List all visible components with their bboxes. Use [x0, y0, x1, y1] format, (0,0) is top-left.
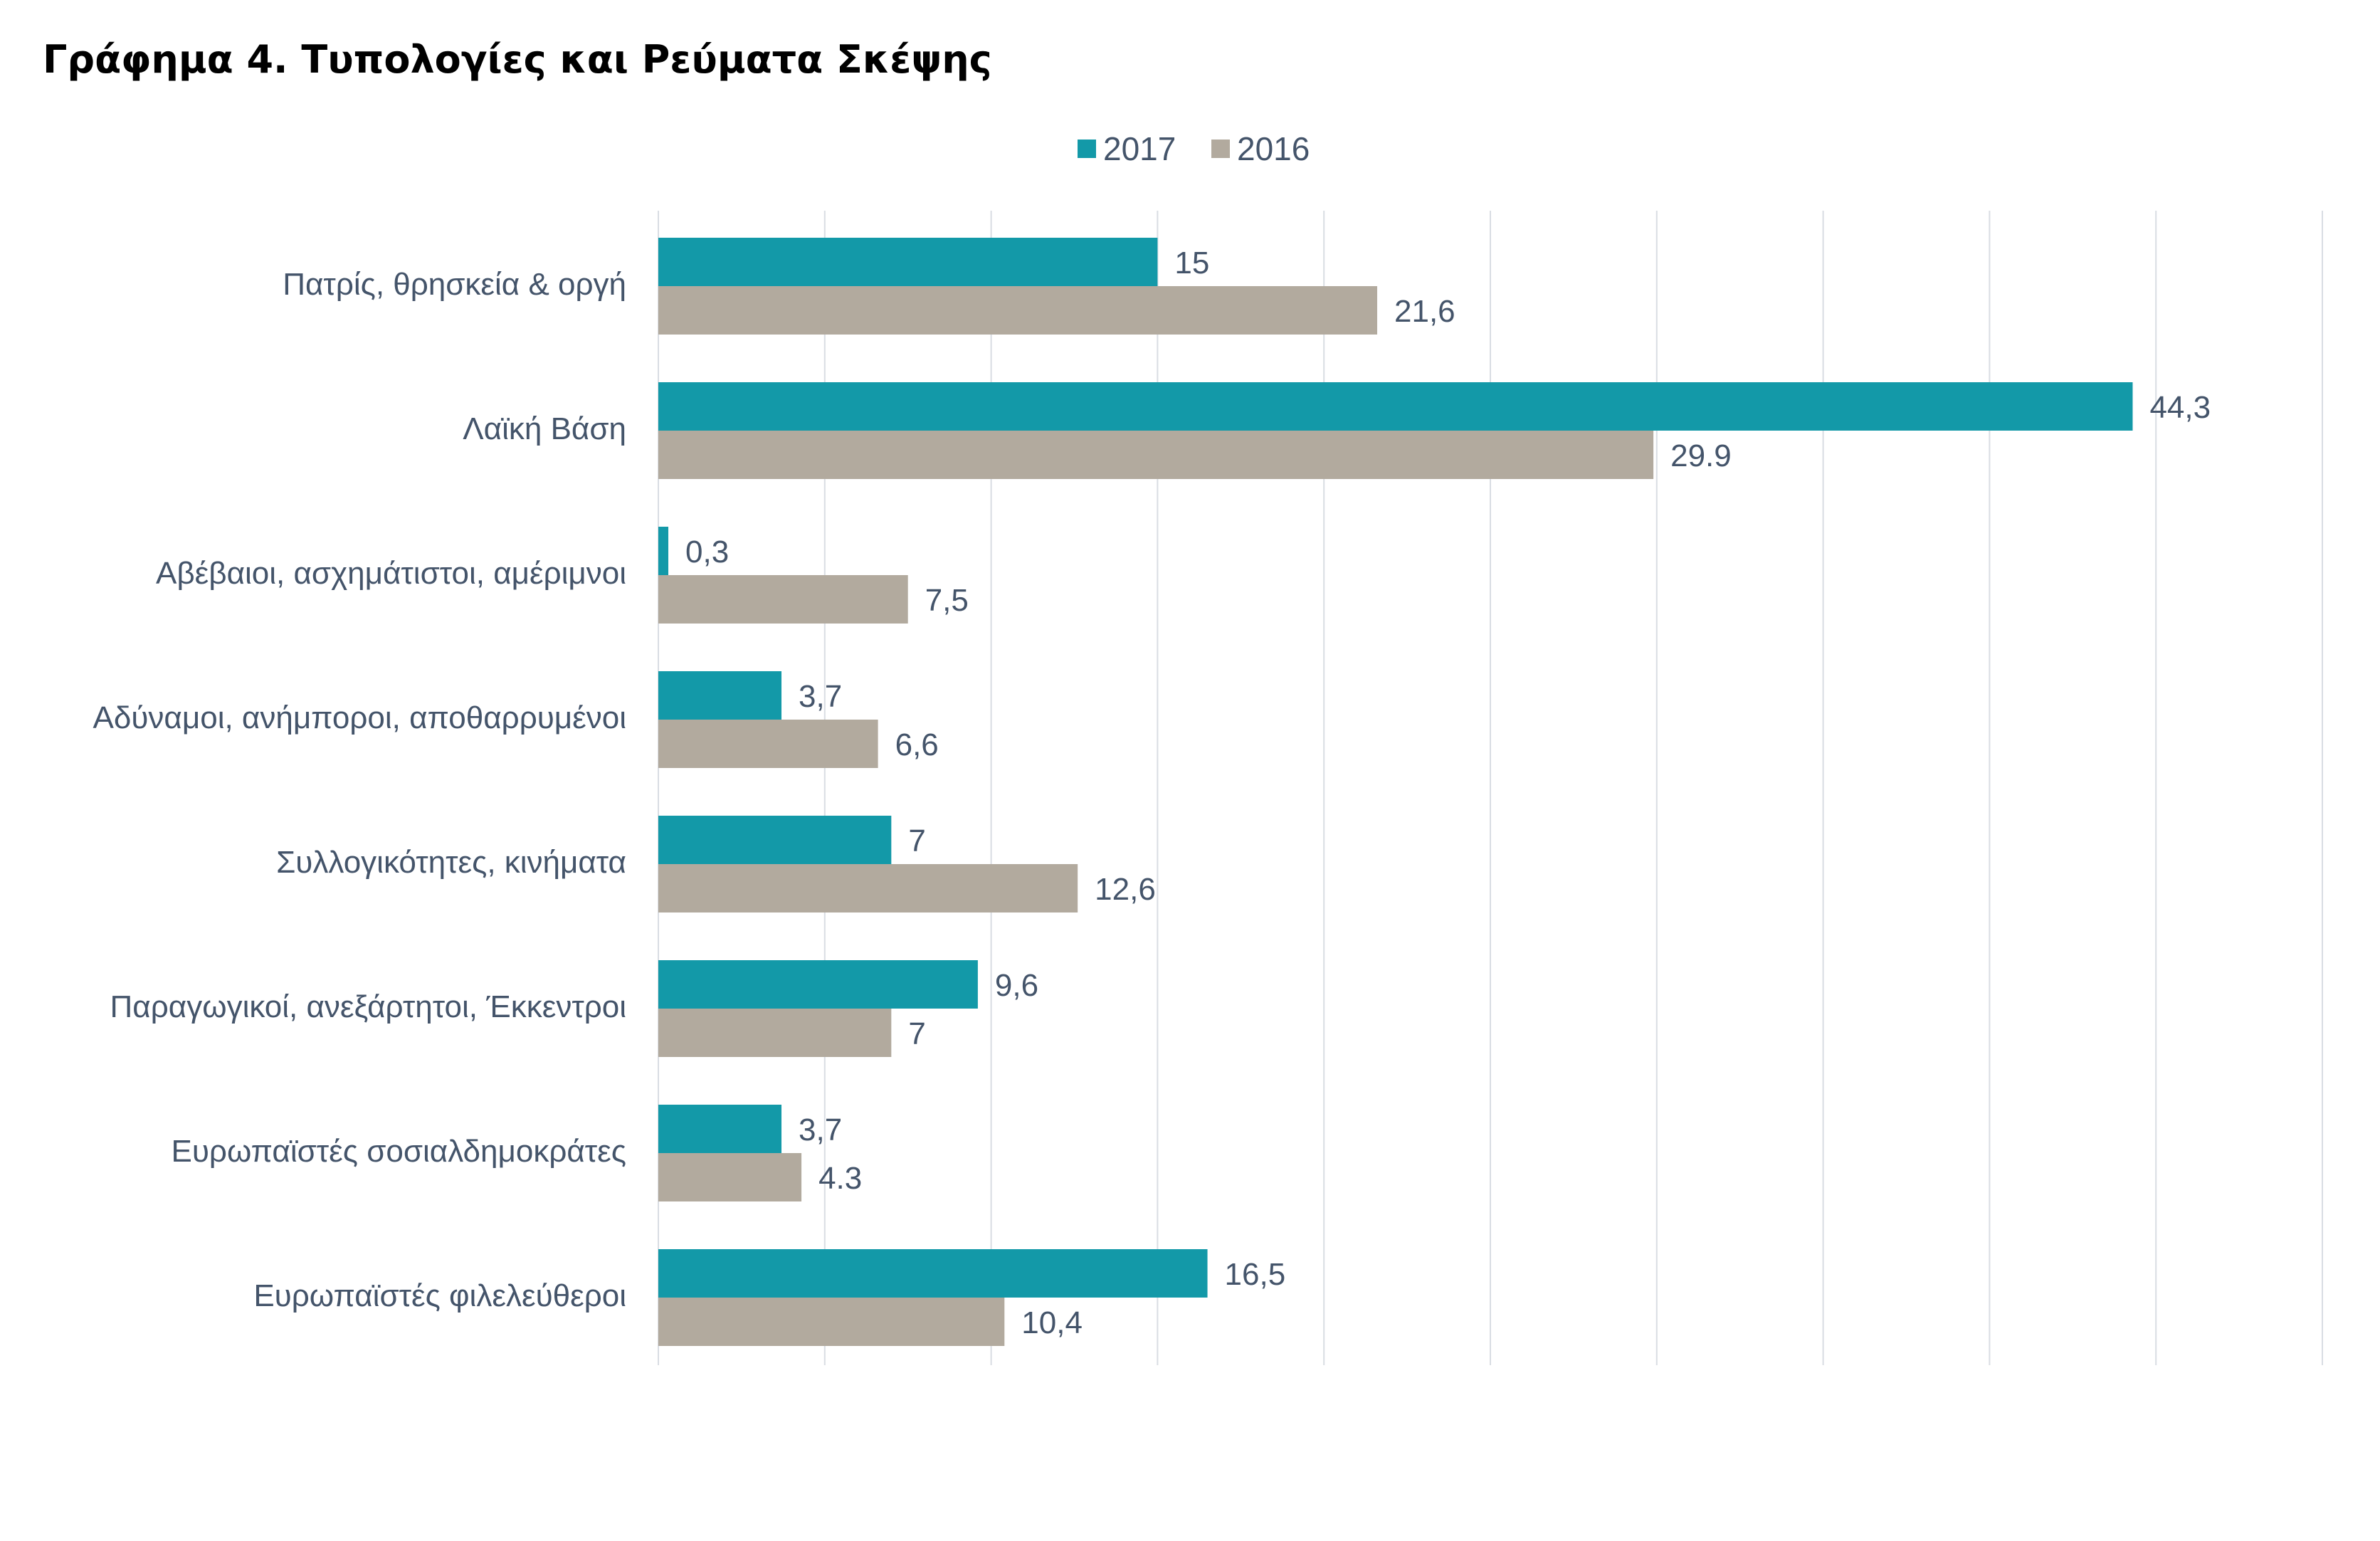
category-labels: Πατρίς, θρησκεία & οργή Λαϊκή Βάση Αβέβαιο…	[93, 267, 626, 1313]
category-label: Πατρίς, θρησκεία & οργή	[283, 267, 626, 302]
category-label: Ευρωπαϊστές σοσιαλδημοκράτες	[172, 1134, 626, 1169]
data-label: 7	[908, 1016, 925, 1051]
bar-2017	[658, 1249, 1208, 1298]
category-label: Αβέβαιοι, ασχημάτιστοι, αμέριμνοι	[156, 556, 626, 591]
data-label: 7	[908, 824, 925, 858]
bar-2017	[658, 1105, 782, 1153]
value-labels: 15 21,6 44,3 29.9 0,3 7,5 3,7 6,6 7 12,6 9,6 7 3,7 4.…	[685, 246, 2211, 1340]
bar-2016	[658, 575, 908, 624]
bar-2017	[658, 527, 669, 575]
bar-2016	[658, 286, 1378, 335]
category-label: Αδύναμοι, ανήμποροι, αποθαρρυμένοι	[93, 700, 626, 735]
chart-title: Γράφημα 4. Τυπολογίες και Ρεύματα Σκέψης	[43, 37, 992, 82]
bar-2017	[658, 671, 782, 720]
legend-label: 2016	[1237, 130, 1310, 167]
data-label: 7,5	[925, 583, 969, 618]
data-label: 6,6	[895, 727, 939, 762]
data-label: 21,6	[1394, 294, 1455, 329]
bar-2016	[658, 864, 1078, 912]
data-label: 12,6	[1095, 872, 1156, 907]
bars	[658, 238, 2133, 1346]
data-label: 29.9	[1670, 438, 1732, 473]
data-label: 16,5	[1225, 1257, 1286, 1292]
data-label: 3,7	[799, 1113, 842, 1147]
bar-2017	[658, 960, 978, 1009]
bar-2016	[658, 1153, 802, 1201]
data-label: 9,6	[995, 968, 1038, 1003]
category-label: Λαϊκή Βάση	[463, 411, 626, 446]
data-label: 4.3	[818, 1161, 862, 1196]
legend-swatch-2016	[1211, 140, 1230, 158]
legend-label: 2017	[1103, 130, 1176, 167]
bar-2016	[658, 720, 878, 768]
category-label: Συλλογικότητες, κινήματα	[276, 845, 626, 880]
bar-2017	[658, 238, 1158, 286]
data-label: 44,3	[2149, 390, 2211, 425]
data-label: 3,7	[799, 679, 842, 714]
data-label: 10,4	[1021, 1305, 1083, 1340]
bar-2017	[658, 382, 2133, 431]
bar-2016	[658, 431, 1654, 479]
category-label: Ευρωπαϊστές φιλελεύθεροι	[253, 1278, 626, 1313]
data-label: 15	[1174, 246, 1209, 280]
bar-2017	[658, 816, 892, 864]
data-label: 0,3	[685, 535, 729, 569]
legend: 2017 2016	[1078, 130, 1310, 167]
category-label: Παραγωγικοί, ανεξάρτητοι, Έκκεντροι	[110, 989, 626, 1024]
legend-swatch-2017	[1078, 140, 1096, 158]
bar-2016	[658, 1009, 892, 1057]
bar-2016	[658, 1298, 1005, 1346]
